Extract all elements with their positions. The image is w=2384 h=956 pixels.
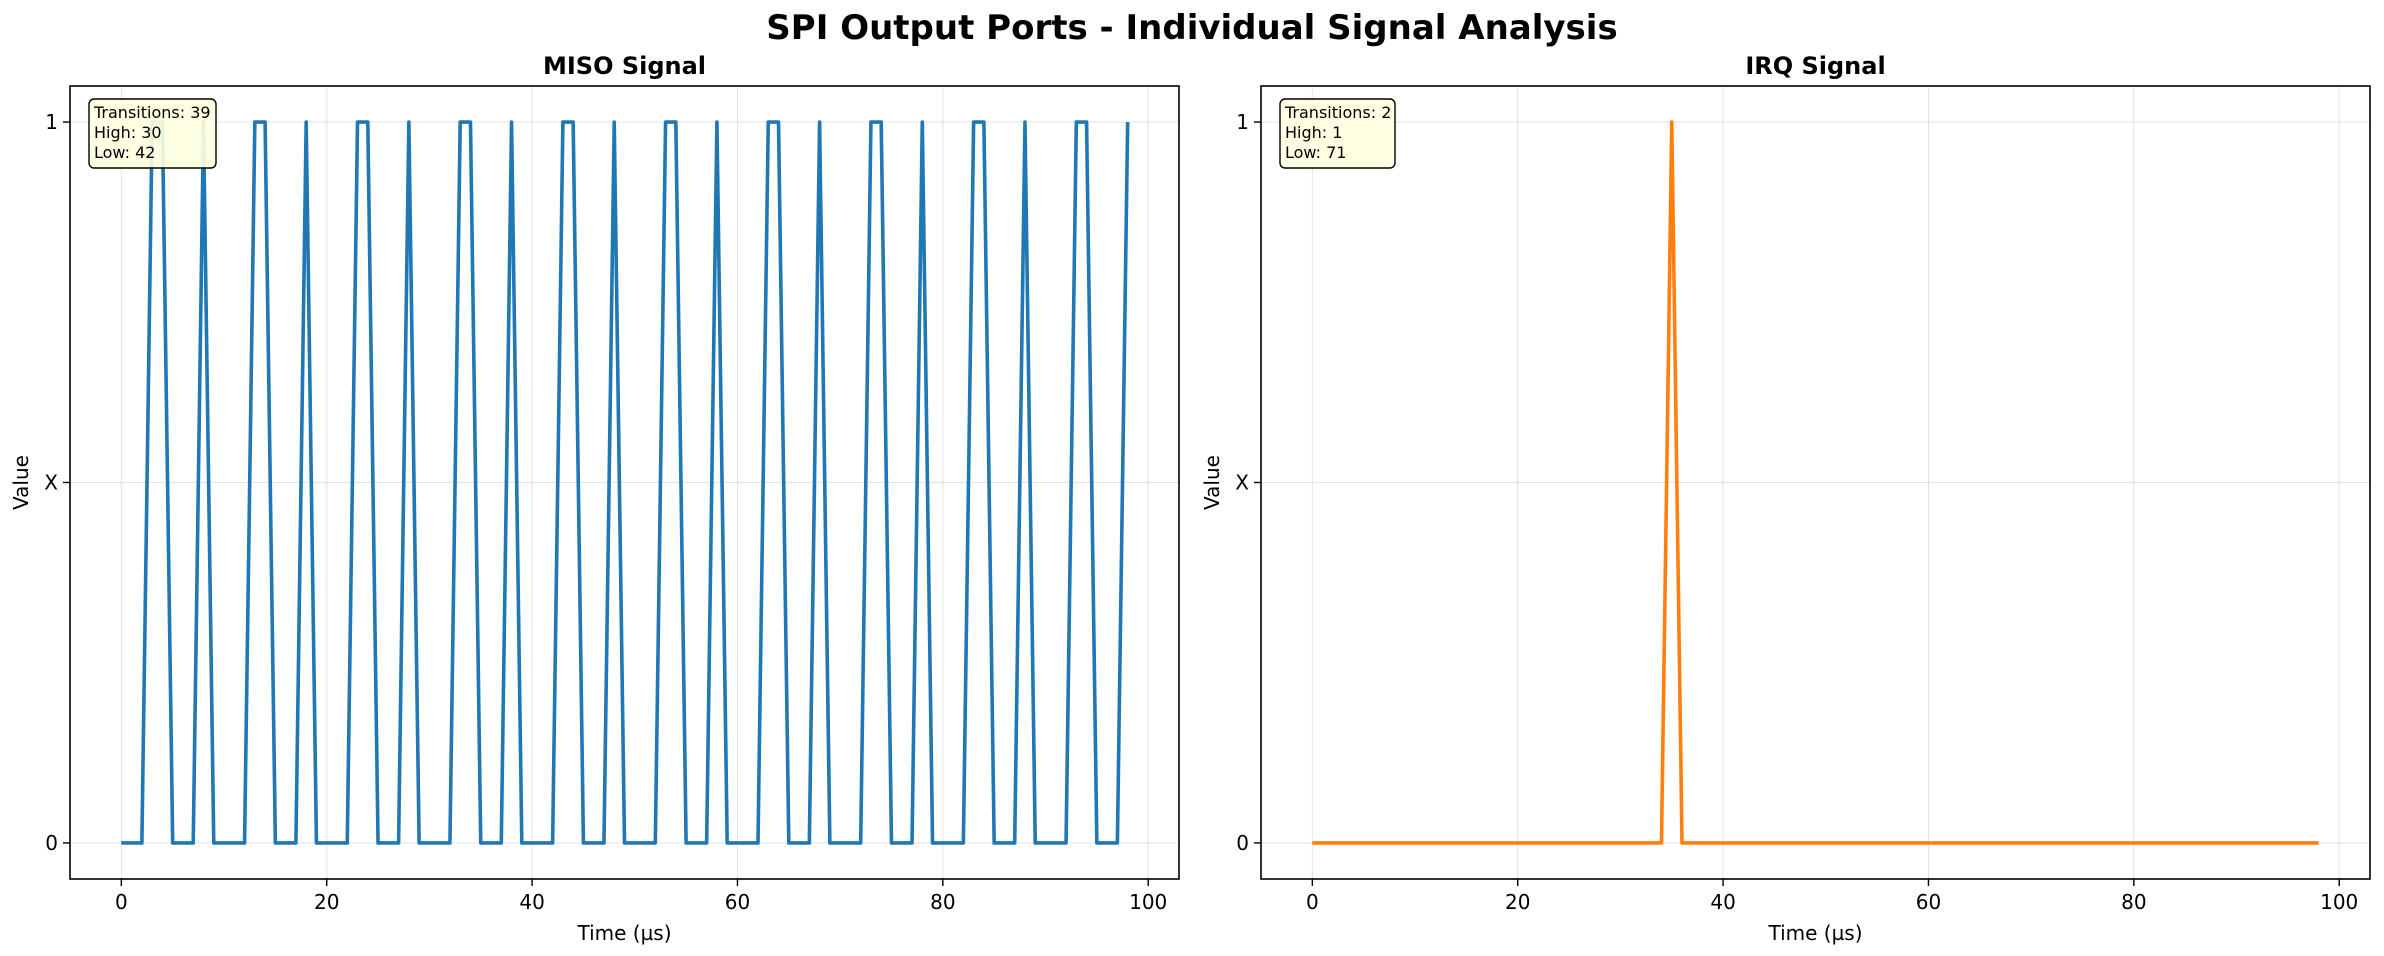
miso-xtick-label: 60 [725, 890, 750, 914]
irq-xtick-label: 0 [1306, 890, 1319, 914]
irq-stat-low: Low: 71 [1285, 143, 1346, 162]
irq-xtick-label: 100 [2320, 890, 2358, 914]
miso-xlabel: Time (µs) [576, 921, 671, 945]
irq-ytick-label: 1 [1236, 110, 1249, 134]
miso-title: MISO Signal [543, 52, 706, 80]
miso-ylabel: Value [9, 455, 33, 510]
miso-signal-line [121, 120, 1130, 845]
miso-xtick-label: 40 [519, 890, 544, 914]
miso-ytick-label: 1 [45, 110, 58, 134]
miso-stats-box [88, 98, 217, 169]
irq-stats-box [1279, 98, 1396, 169]
irq-ylabel: Value [1200, 455, 1224, 510]
miso-stat-low: Low: 42 [94, 143, 155, 162]
irq-xtick-label: 60 [1916, 890, 1941, 914]
irq-title: IRQ Signal [1745, 52, 1885, 80]
irq-signal-line [1312, 120, 2319, 845]
irq-xlabel: Time (µs) [1767, 921, 1862, 945]
miso-panel: 0 20 40 60 80 100 0 X 1 MISO Signal Time (µs) Value… [9, 52, 1180, 945]
miso-stat-transitions: Transitions: 39 [93, 103, 211, 122]
irq-stat-high: High: 1 [1285, 123, 1342, 142]
irq-xtick-label: 80 [2121, 890, 2146, 914]
miso-stat-high: High: 30 [94, 123, 162, 142]
figure-title: SPI Output Ports - Individual Signal Ana… [766, 8, 1618, 48]
irq-ytick-label: 0 [1236, 831, 1249, 855]
irq-stat-transitions: Transitions: 2 [1284, 103, 1391, 122]
miso-ytick-label: 0 [45, 831, 58, 855]
miso-xtick-label: 20 [314, 890, 339, 914]
irq-panel: 0 20 40 60 80 100 0 X 1 IRQ Signal Time (µs) Value T… [1200, 52, 2371, 945]
miso-xtick-label: 80 [930, 890, 955, 914]
irq-xtick-label: 20 [1505, 890, 1530, 914]
miso-ytick-label: X [44, 471, 58, 495]
irq-xtick-label: 40 [1710, 890, 1735, 914]
miso-xtick-label: 0 [115, 890, 128, 914]
irq-ytick-label: X [1235, 471, 1249, 495]
miso-xtick-label: 100 [1129, 890, 1167, 914]
